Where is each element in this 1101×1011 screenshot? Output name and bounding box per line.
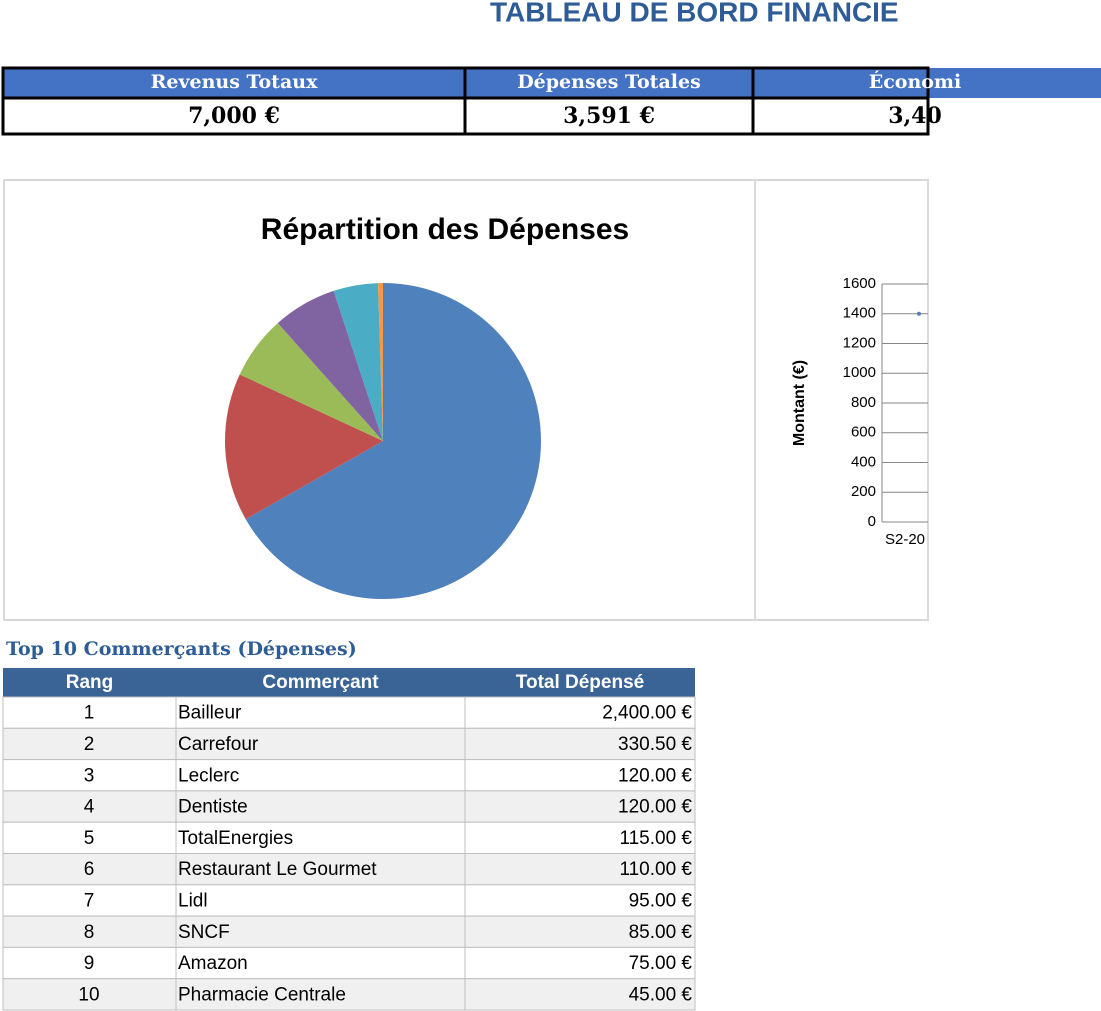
kpi-header: Économi — [869, 70, 962, 93]
y-tick-label: 200 — [851, 483, 876, 500]
merchant-cell: Amazon — [178, 953, 248, 974]
kpi-value: 3,40 — [888, 103, 942, 129]
chart-panel — [754, 179, 929, 621]
rank-cell: 4 — [84, 797, 95, 818]
amount-cell: 75.00 € — [629, 953, 693, 974]
table-header: Commerçant — [262, 672, 379, 693]
y-tick-label: 1000 — [843, 364, 876, 381]
amount-cell: 115.00 € — [619, 828, 692, 849]
table-header-bg — [3, 668, 695, 697]
kpi-header: Dépenses Totales — [517, 71, 701, 93]
merchant-cell: Bailleur — [178, 703, 242, 724]
amount-cell: 120.00 € — [618, 797, 692, 818]
rank-cell: 2 — [84, 734, 95, 755]
amount-cell: 330.50 € — [618, 734, 692, 755]
amount-cell: 45.00 € — [629, 984, 693, 1005]
x-tick-label: S2-20 — [885, 531, 925, 548]
rank-cell: 7 — [84, 890, 95, 911]
merchant-cell: Lidl — [178, 890, 208, 911]
y-tick-label: 400 — [851, 453, 876, 470]
series-point — [917, 311, 921, 316]
pie-slice — [333, 283, 383, 441]
rank-cell: 6 — [84, 859, 95, 880]
rank-cell: 10 — [78, 984, 99, 1005]
merchant-cell: Pharmacie Centrale — [178, 984, 346, 1005]
rank-cell: 5 — [84, 828, 95, 849]
amount-cell: 2,400.00 € — [602, 703, 692, 724]
amount-cell: 85.00 € — [629, 922, 693, 943]
y-tick-label: 1400 — [843, 305, 876, 322]
rank-cell: 9 — [84, 953, 95, 974]
merchant-cell: Leclerc — [178, 765, 239, 786]
merchant-cell: TotalEnergies — [178, 828, 293, 849]
kpi-header-bg — [3, 68, 1101, 98]
y-axis-label: Montant (€) — [791, 360, 808, 446]
table-title: Top 10 Commerçants (Dépenses) — [6, 638, 357, 660]
kpi-value: 3,591 € — [563, 103, 655, 129]
table-row — [2, 884, 696, 917]
merchant-cell: Carrefour — [178, 734, 259, 755]
merchant-cell: Restaurant Le Gourmet — [178, 859, 377, 880]
table-row — [2, 696, 696, 729]
merchant-cell: SNCF — [178, 922, 230, 943]
table-row — [2, 727, 696, 761]
table-header: Total Dépensé — [516, 672, 644, 693]
table-row — [2, 978, 696, 1011]
table-row — [2, 915, 696, 948]
pie-slice — [378, 283, 383, 441]
merchant-cell: Dentiste — [178, 797, 248, 818]
kpi-value: 7,000 € — [188, 103, 280, 129]
pie-slice — [239, 323, 383, 441]
y-tick-label: 800 — [851, 394, 876, 411]
table-row — [2, 946, 696, 980]
y-tick-label: 0 — [868, 513, 876, 530]
y-tick-label: 1200 — [843, 334, 876, 351]
rank-cell: 1 — [84, 703, 95, 724]
table-row — [2, 821, 696, 855]
y-tick-label: 600 — [851, 424, 876, 441]
pie-slice — [225, 374, 383, 520]
table-row — [2, 759, 696, 792]
y-tick-label: 1600 — [843, 275, 876, 292]
kpi-header: Revenus Totaux — [151, 71, 318, 93]
amount-cell: 95.00 € — [629, 890, 693, 911]
table-row — [2, 790, 696, 823]
rank-cell: 8 — [84, 922, 95, 943]
pie-slice — [277, 290, 383, 441]
amount-cell: 120.00 € — [618, 765, 692, 786]
dashboard-title: TABLEAU DE BORD FINANCIE — [490, 0, 899, 27]
amount-cell: 110.00 € — [619, 859, 692, 880]
table-header: Rang — [66, 672, 114, 693]
chart-title: Répartition des Dépenses — [261, 213, 629, 246]
table-row — [2, 853, 696, 886]
pie-slice — [245, 283, 542, 600]
rank-cell: 3 — [84, 765, 95, 786]
